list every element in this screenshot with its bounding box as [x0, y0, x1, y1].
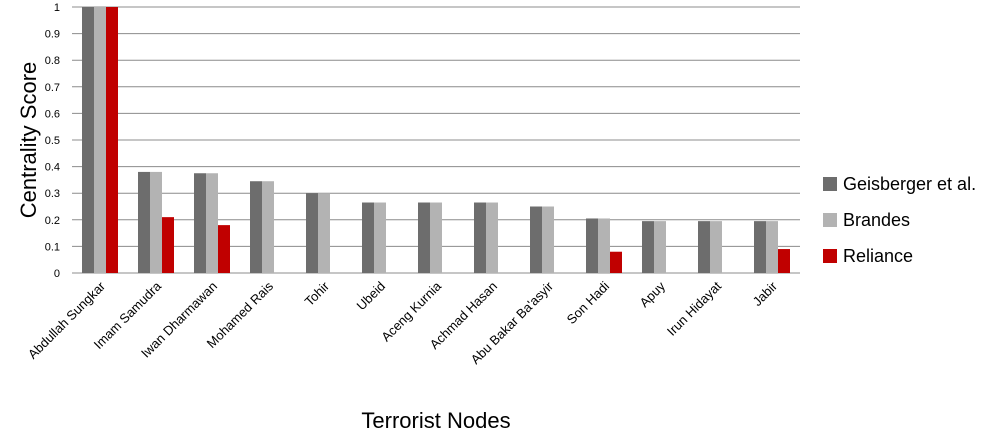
legend-swatch	[823, 249, 837, 263]
y-tick-labels: 0 0.1 0.2 0.3 0.4 0.5 0.6 0.7 0.8 0.9 1	[45, 2, 60, 280]
legend-label: Geisberger et al.	[843, 174, 976, 194]
bar-geisberger-et-al-8	[530, 206, 542, 273]
bar-geisberger-et-al-6	[418, 202, 430, 273]
bar-geisberger-et-al-5	[362, 202, 374, 273]
bar-reliance-2	[218, 225, 230, 273]
y-tick-label: 0.1	[45, 241, 60, 253]
bar-brandes-0	[94, 7, 106, 273]
grid-lines	[72, 6, 800, 274]
y-tick-label: 0.4	[45, 162, 60, 174]
bar-geisberger-et-al-12	[754, 221, 766, 273]
bar-reliance-9	[610, 251, 622, 273]
bar-brandes-7	[486, 202, 498, 273]
bar-geisberger-et-al-11	[698, 221, 710, 273]
y-tick-label: 0.9	[45, 29, 60, 41]
bar-reliance-12	[778, 249, 790, 273]
bar-geisberger-et-al-9	[586, 218, 598, 273]
bar-geisberger-et-al-3	[250, 181, 262, 273]
x-tick-label: Jabir	[750, 278, 781, 309]
y-axis-title: Centrality Score	[16, 62, 41, 219]
y-tick-label: 0.5	[45, 135, 60, 147]
legend: Geisberger et al. Brandes Reliance	[823, 174, 976, 266]
legend-swatch	[823, 177, 837, 191]
bar-geisberger-et-al-4	[306, 193, 318, 273]
bar-geisberger-et-al-10	[642, 221, 654, 273]
bar-geisberger-et-al-0	[82, 7, 94, 273]
x-tick-label: Apuy	[637, 278, 669, 310]
bar-brandes-2	[206, 173, 218, 273]
x-tick-label: Abdullah Sungkar	[25, 278, 109, 362]
bar-brandes-1	[150, 171, 162, 273]
legend-swatch	[823, 213, 837, 227]
x-tick-label: Son Hadi	[564, 278, 613, 327]
bars	[82, 7, 790, 273]
y-tick-label: 0.8	[45, 55, 60, 67]
y-tick-label: 0.6	[45, 108, 60, 120]
bar-geisberger-et-al-1	[138, 171, 150, 273]
x-tick-label: Tohir	[302, 278, 333, 309]
y-tick-label: 0.3	[45, 188, 60, 200]
bar-brandes-11	[710, 221, 722, 273]
x-axis-title: Terrorist Nodes	[361, 408, 510, 433]
bar-brandes-5	[374, 202, 386, 273]
bar-geisberger-et-al-7	[474, 202, 486, 273]
legend-label: Reliance	[843, 246, 913, 266]
bar-brandes-6	[430, 202, 442, 273]
bar-geisberger-et-al-2	[194, 173, 206, 273]
bar-brandes-8	[542, 206, 554, 273]
y-tick-label: 1	[54, 2, 60, 14]
bar-brandes-10	[654, 221, 666, 273]
legend-label: Brandes	[843, 210, 910, 230]
y-tick-label: 0.2	[45, 215, 60, 227]
bar-reliance-1	[162, 217, 174, 273]
bar-brandes-4	[318, 193, 330, 273]
bar-brandes-12	[766, 221, 778, 273]
y-tick-label: 0	[54, 268, 60, 280]
x-tick-label: Irun Hidayat	[664, 278, 724, 338]
y-tick-label: 0.7	[45, 82, 60, 94]
bar-brandes-3	[262, 181, 274, 273]
bar-reliance-0	[106, 7, 118, 273]
x-tick-label: Ubeid	[353, 279, 388, 314]
bar-brandes-9	[598, 218, 610, 273]
